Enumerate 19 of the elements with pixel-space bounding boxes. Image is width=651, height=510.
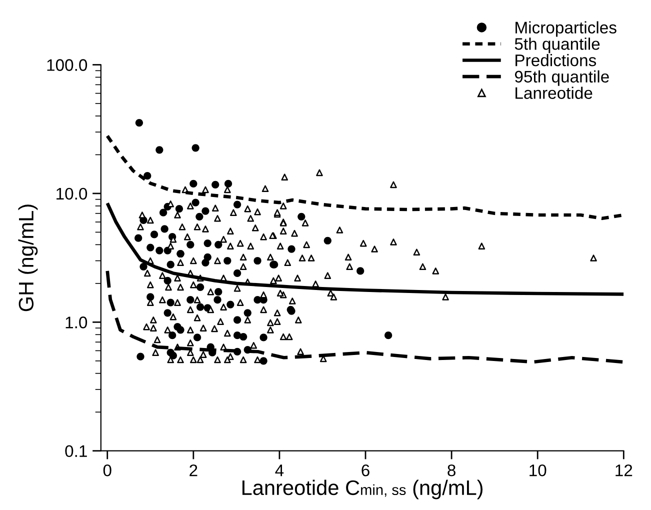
- y-tick-label: 10.0: [56, 188, 88, 200]
- x-tick-label: 0: [103, 464, 112, 476]
- legend-label: Microparticles: [516, 21, 616, 37]
- y-tick-label: 0.1: [65, 445, 87, 458]
- y-tick-label: 100.0: [47, 59, 88, 71]
- y-axis-title: GH (ng/mL): [18, 204, 38, 312]
- line-series: [106, 269, 624, 364]
- x-tick-label: 4: [275, 464, 284, 476]
- x-tick-label: 8: [448, 464, 456, 476]
- x-tick-label: 6: [362, 464, 370, 476]
- legend-label: Predictions: [516, 54, 596, 66]
- y-tick-label: 1.0: [66, 316, 88, 328]
- x-tick-label: 2: [190, 464, 198, 476]
- line-series: [106, 134, 624, 220]
- legend-label: 5th quantile: [514, 38, 600, 54]
- x-tick-label: 12: [616, 464, 632, 476]
- legend-label: Lanreotide: [516, 86, 592, 99]
- x-tick-label: 10: [530, 464, 546, 476]
- legend-label: 95th quantile: [514, 70, 609, 86]
